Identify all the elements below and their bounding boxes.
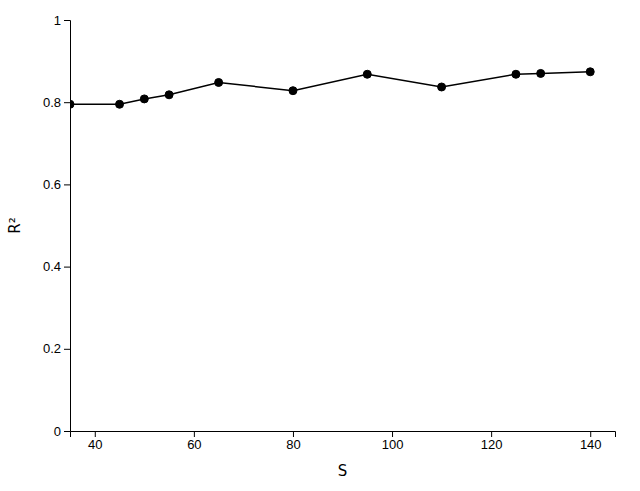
x-tick-label: 40 bbox=[88, 437, 102, 452]
data-point bbox=[70, 100, 74, 108]
y-tick-label: 0.4 bbox=[43, 259, 61, 274]
y-tick: 1 bbox=[54, 13, 70, 28]
y-axis-line bbox=[64, 21, 71, 432]
y-tick: 0.6 bbox=[43, 177, 70, 192]
data-point bbox=[537, 69, 545, 77]
data-point bbox=[215, 78, 223, 86]
x-tick: 100 bbox=[382, 431, 404, 452]
y-tick: 0 bbox=[54, 424, 70, 439]
y-tick-label: 0 bbox=[54, 424, 61, 439]
y-tick-label: 0.8 bbox=[43, 95, 61, 110]
x-tick-label: 120 bbox=[481, 437, 503, 452]
x-tick: 60 bbox=[187, 431, 201, 452]
y-tick: 0.2 bbox=[43, 341, 70, 356]
x-tick-mark bbox=[95, 431, 96, 437]
marks bbox=[70, 68, 594, 108]
y-tick-mark bbox=[64, 267, 70, 268]
data-point bbox=[116, 100, 124, 108]
x-axis-title: S bbox=[338, 462, 348, 480]
data-point bbox=[165, 91, 173, 99]
y-tick-mark bbox=[64, 184, 70, 185]
x-tick-mark bbox=[590, 431, 591, 437]
x-tick-label: 60 bbox=[187, 437, 201, 452]
x-tick: 80 bbox=[286, 431, 300, 452]
data-point bbox=[512, 70, 520, 78]
y-tick-mark bbox=[64, 102, 70, 103]
chart-svg: 40 60 80 100 120 140 0 0.2 0.4 0.6 0.8 1 S R² bbox=[0, 0, 640, 491]
x-tick-label: 100 bbox=[382, 437, 404, 452]
x-tick-label: 80 bbox=[286, 437, 300, 452]
data-point bbox=[586, 68, 594, 76]
x-tick: 40 bbox=[88, 431, 102, 452]
y-tick-label: 1 bbox=[54, 13, 61, 28]
x-tick-mark bbox=[491, 431, 492, 437]
y-axis-title: R² bbox=[6, 217, 24, 233]
y-tick-mark bbox=[64, 349, 70, 350]
x-axis: 40 60 80 100 120 140 bbox=[71, 431, 616, 452]
data-point bbox=[289, 87, 297, 95]
y-tick-mark bbox=[64, 431, 70, 432]
data-point bbox=[363, 70, 371, 78]
plot-area: 40 60 80 100 120 140 0 0.2 0.4 0.6 0.8 1 bbox=[43, 13, 616, 453]
data-point bbox=[438, 83, 446, 91]
x-tick-label: 140 bbox=[580, 437, 602, 452]
x-tick-mark bbox=[293, 431, 294, 437]
y-tick: 0.4 bbox=[43, 259, 70, 274]
y-tick-label: 0.6 bbox=[43, 177, 61, 192]
y-tick-mark bbox=[64, 20, 70, 21]
x-axis-line bbox=[71, 432, 616, 438]
data-point bbox=[140, 95, 148, 103]
y-tick: 0.8 bbox=[43, 95, 70, 110]
x-tick-mark bbox=[392, 431, 393, 437]
chart-container: 40 60 80 100 120 140 0 0.2 0.4 0.6 0.8 1 S R² bbox=[0, 0, 640, 491]
x-tick: 120 bbox=[481, 431, 503, 452]
y-tick-label: 0.2 bbox=[43, 341, 61, 356]
x-tick-mark bbox=[194, 431, 195, 437]
y-axis: 0 0.2 0.4 0.6 0.8 1 bbox=[43, 13, 71, 439]
x-tick: 140 bbox=[580, 431, 602, 452]
